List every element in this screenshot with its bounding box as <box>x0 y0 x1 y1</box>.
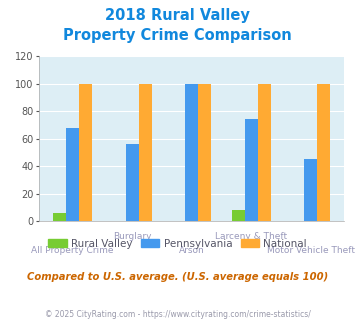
Bar <box>231 210 245 221</box>
Bar <box>53 213 66 221</box>
Bar <box>139 83 152 221</box>
Bar <box>258 83 271 221</box>
Bar <box>79 83 92 221</box>
Text: All Property Crime: All Property Crime <box>31 246 114 255</box>
Bar <box>126 144 139 221</box>
Text: Property Crime Comparison: Property Crime Comparison <box>63 28 292 43</box>
Text: Motor Vehicle Theft: Motor Vehicle Theft <box>267 246 355 255</box>
Bar <box>66 128 79 221</box>
Text: 2018 Rural Valley: 2018 Rural Valley <box>105 8 250 23</box>
Bar <box>317 83 331 221</box>
Bar <box>198 83 211 221</box>
Text: Compared to U.S. average. (U.S. average equals 100): Compared to U.S. average. (U.S. average … <box>27 272 328 282</box>
Text: Burglary: Burglary <box>113 232 151 241</box>
Text: Arson: Arson <box>179 246 204 255</box>
Bar <box>304 159 317 221</box>
Bar <box>245 119 258 221</box>
Bar <box>185 83 198 221</box>
Text: Larceny & Theft: Larceny & Theft <box>215 232 287 241</box>
Text: © 2025 CityRating.com - https://www.cityrating.com/crime-statistics/: © 2025 CityRating.com - https://www.city… <box>45 310 310 319</box>
Legend: Rural Valley, Pennsylvania, National: Rural Valley, Pennsylvania, National <box>44 235 311 253</box>
